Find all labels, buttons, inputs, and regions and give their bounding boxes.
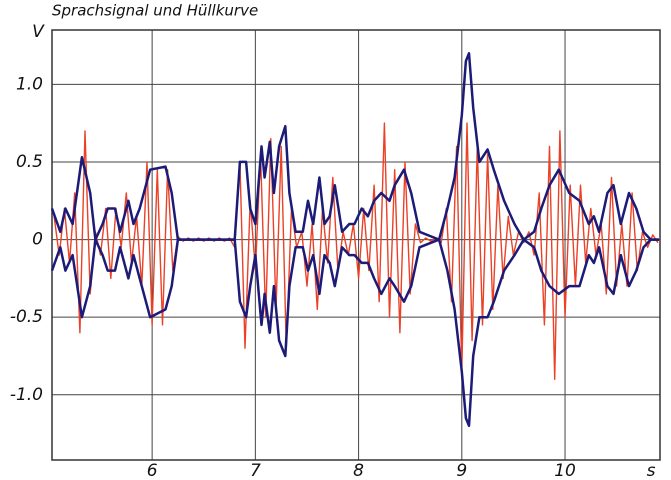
y-tick-label: -1.0 bbox=[10, 385, 43, 405]
y-tick-label: 0 bbox=[32, 230, 43, 250]
x-tick-label: 7 bbox=[250, 461, 261, 480]
x-tick-label: 6 bbox=[147, 461, 158, 480]
x-tick-label: 9 bbox=[456, 461, 467, 480]
y-tick-label: -0.5 bbox=[10, 307, 43, 327]
plot-frame bbox=[51, 29, 661, 461]
chart-title: Sprachsignal und Hüllkurve bbox=[52, 2, 258, 20]
y-tick-label: 0.5 bbox=[16, 152, 43, 172]
y-tick-label: 1.0 bbox=[16, 74, 43, 94]
x-axis-label: s bbox=[647, 461, 656, 480]
y-axis-label: V bbox=[32, 22, 45, 42]
envelope-line bbox=[50, 238, 659, 428]
x-tick-label: 10 bbox=[554, 461, 576, 480]
signal-line bbox=[53, 122, 659, 380]
envelope-line bbox=[50, 52, 659, 241]
x-tick-label: 8 bbox=[353, 461, 364, 480]
